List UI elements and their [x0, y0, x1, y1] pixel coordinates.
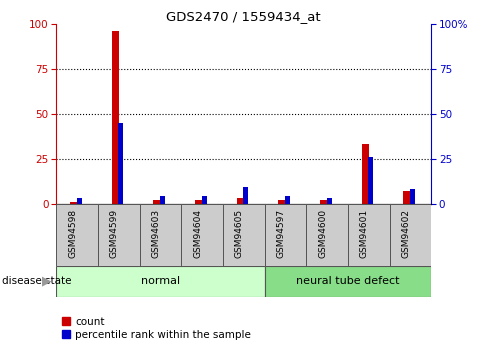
- Legend: count, percentile rank within the sample: count, percentile rank within the sample: [62, 317, 251, 340]
- Bar: [195, 200, 202, 204]
- Bar: [112, 31, 119, 204]
- Text: GSM94600: GSM94600: [318, 209, 327, 258]
- Bar: [285, 196, 290, 204]
- Bar: [119, 123, 123, 204]
- Bar: [278, 200, 286, 204]
- Bar: [390, 204, 431, 266]
- Bar: [327, 198, 332, 204]
- Text: GSM94601: GSM94601: [360, 209, 368, 258]
- Text: GSM94602: GSM94602: [401, 209, 410, 258]
- Bar: [237, 198, 244, 204]
- Bar: [403, 191, 411, 204]
- Bar: [362, 144, 369, 204]
- Bar: [223, 204, 265, 266]
- Bar: [56, 204, 98, 266]
- Bar: [202, 196, 207, 204]
- Bar: [368, 157, 373, 204]
- Bar: [306, 204, 348, 266]
- Bar: [153, 200, 161, 204]
- Bar: [348, 204, 390, 266]
- Text: GSM94604: GSM94604: [193, 209, 202, 258]
- Text: disease state: disease state: [2, 276, 72, 286]
- Text: normal: normal: [141, 276, 180, 286]
- Bar: [98, 204, 140, 266]
- Text: GSM94603: GSM94603: [151, 209, 161, 258]
- Text: neural tube defect: neural tube defect: [296, 276, 400, 286]
- Text: GSM94599: GSM94599: [110, 209, 119, 258]
- Text: ▶: ▶: [42, 275, 51, 288]
- Bar: [140, 204, 181, 266]
- Text: GSM94597: GSM94597: [276, 209, 285, 258]
- Bar: [265, 204, 306, 266]
- Bar: [320, 200, 327, 204]
- Bar: [244, 187, 248, 204]
- Bar: [181, 204, 223, 266]
- Bar: [160, 196, 165, 204]
- Bar: [410, 189, 415, 204]
- Bar: [265, 266, 431, 297]
- Text: GSM94605: GSM94605: [235, 209, 244, 258]
- Text: GSM94598: GSM94598: [68, 209, 77, 258]
- Title: GDS2470 / 1559434_at: GDS2470 / 1559434_at: [167, 10, 321, 23]
- Bar: [70, 202, 77, 204]
- Bar: [77, 198, 82, 204]
- Bar: [56, 266, 265, 297]
